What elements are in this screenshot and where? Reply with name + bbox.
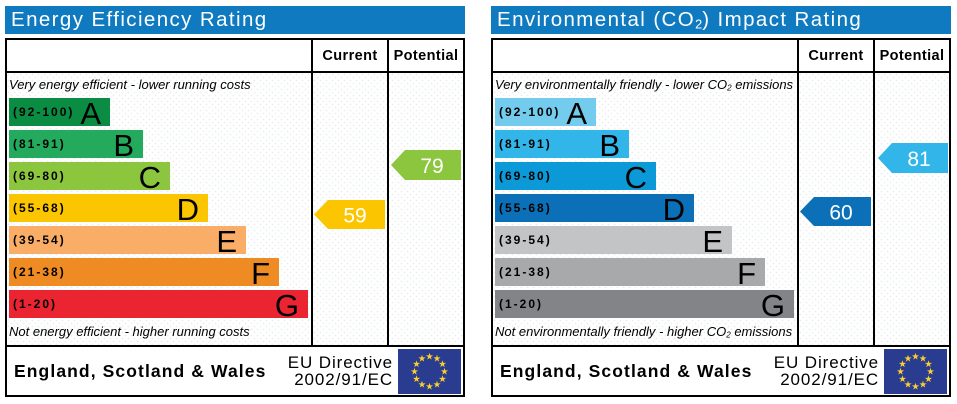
svg-text:81: 81 xyxy=(907,148,930,171)
svg-text:79: 79 xyxy=(420,155,443,178)
svg-text:60: 60 xyxy=(829,202,852,225)
svg-text:59: 59 xyxy=(343,205,366,228)
